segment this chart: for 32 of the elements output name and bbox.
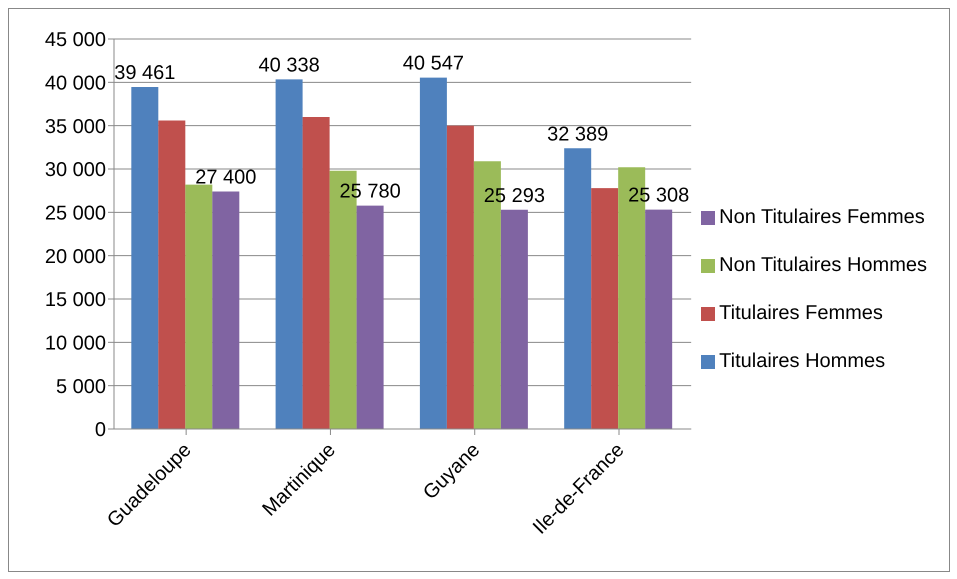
bar xyxy=(276,79,303,429)
bar xyxy=(645,210,672,429)
y-tick-label: 45 000 xyxy=(44,29,106,52)
data-label: 32 389 xyxy=(547,123,608,146)
bar xyxy=(420,78,447,429)
bar xyxy=(185,184,212,429)
bar xyxy=(591,188,618,429)
legend-label: Non Titulaires Hommes xyxy=(719,254,927,276)
y-tick-label: 10 000 xyxy=(44,332,106,354)
data-label: 27 400 xyxy=(195,166,256,189)
bar xyxy=(158,120,186,429)
legend-label: Non Titulaires Femmes xyxy=(719,206,925,228)
bar xyxy=(131,87,158,429)
data-label: 39 461 xyxy=(114,62,176,84)
bar xyxy=(564,148,592,429)
y-tick-label: 0 xyxy=(94,419,106,442)
bar xyxy=(500,210,528,429)
data-label: 40 338 xyxy=(258,54,320,76)
y-tick-label: 40 000 xyxy=(44,72,106,94)
y-tick-label: 30 000 xyxy=(44,159,106,182)
data-label: 40 547 xyxy=(402,52,464,75)
y-tick-label: 35 000 xyxy=(44,116,106,138)
y-tick-label: 20 000 xyxy=(44,246,106,268)
y-tick-label: 25 000 xyxy=(44,202,106,224)
bar xyxy=(356,206,384,429)
bar xyxy=(302,117,330,429)
bar xyxy=(446,126,474,429)
y-tick-label: 5 000 xyxy=(56,376,106,398)
y-tick-label: 15 000 xyxy=(44,289,106,312)
legend-label: Titulaires Hommes xyxy=(719,350,886,372)
legend-label: Titulaires Femmes xyxy=(719,302,883,324)
bar xyxy=(212,192,240,429)
